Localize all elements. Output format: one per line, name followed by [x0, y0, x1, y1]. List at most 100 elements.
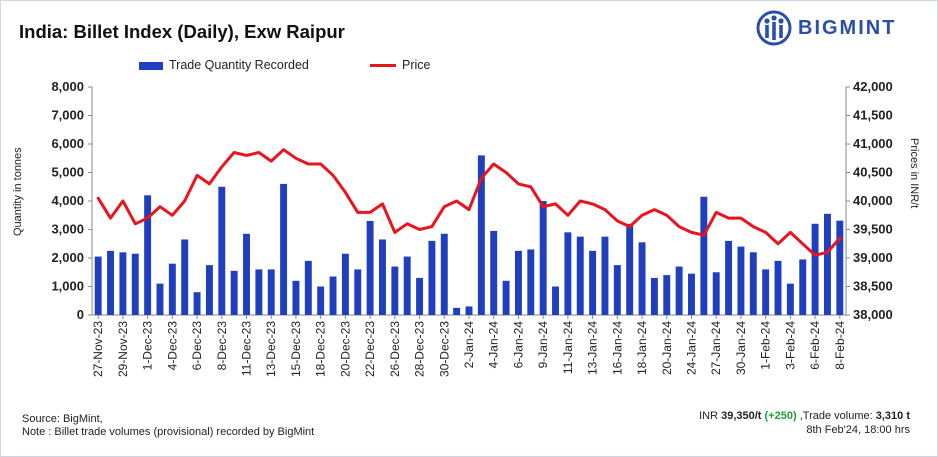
- bar: [774, 260, 782, 315]
- y-tick-label-right: 39,500: [853, 222, 893, 237]
- x-tick-label: 26-Dec-23: [388, 321, 402, 377]
- x-tick-label: 2-Jan-24: [462, 321, 476, 369]
- bar: [725, 240, 733, 315]
- bar: [379, 239, 386, 315]
- bar: [539, 201, 547, 315]
- x-tick-label: 20-Jan-24: [660, 321, 674, 375]
- x-tick-label: 30-Dec-23: [437, 321, 451, 377]
- bar: [144, 195, 152, 315]
- x-tick-label: 24-Jan-24: [684, 321, 698, 375]
- bar: [663, 275, 671, 315]
- legend-line-swatch: [370, 64, 396, 68]
- y-tick-label-left: 3,000: [51, 222, 84, 237]
- bar: [416, 277, 424, 315]
- bar: [749, 252, 757, 315]
- x-tick-label: 1-Feb-24: [759, 321, 773, 370]
- bar: [626, 223, 634, 315]
- x-tick-label: 1-Dec-23: [141, 321, 155, 371]
- legend-line: Price: [370, 58, 430, 72]
- bar: [341, 253, 349, 315]
- chart-title: India: Billet Index (Daily), Exw Raipur: [19, 21, 345, 42]
- legend-bars: Trade Quantity Recorded: [139, 58, 309, 72]
- y-tick-label-right: 38,500: [853, 279, 893, 294]
- price-prefix: INR: [699, 410, 719, 422]
- y-tick-label-left: 2,000: [51, 250, 84, 265]
- bar: [601, 236, 609, 315]
- bar: [737, 246, 745, 315]
- bar: [403, 256, 411, 315]
- bar: [131, 253, 139, 315]
- volume-value: 3,310 t: [875, 410, 910, 422]
- bar: [527, 249, 535, 315]
- y-tick-label-left: 8,000: [51, 79, 84, 94]
- bar: [329, 276, 337, 315]
- bar: [156, 283, 164, 315]
- x-tick-label: 6-Jan-24: [511, 321, 525, 369]
- bar: [477, 155, 485, 315]
- bar: [688, 273, 695, 315]
- legend-bar-label: Trade Quantity Recorded: [169, 58, 309, 72]
- legend-line-label: Price: [402, 58, 431, 72]
- bar: [181, 239, 189, 315]
- bar: [193, 292, 201, 315]
- bar: [94, 256, 102, 315]
- bar: [811, 223, 819, 315]
- bar: [107, 250, 115, 315]
- y-tick-label-left: 4,000: [51, 193, 84, 208]
- x-tick-label: 13-Jan-24: [586, 321, 600, 375]
- bar: [700, 196, 708, 315]
- x-tick-label: 6-Feb-24: [808, 321, 822, 370]
- price-value: 39,350/t: [721, 410, 762, 422]
- timestamp: 8th Feb'24, 18:00 hrs: [806, 424, 910, 436]
- bar: [304, 260, 312, 315]
- bar: [205, 265, 213, 315]
- bigmint-logo-icon: [756, 10, 792, 46]
- bar: [650, 277, 658, 315]
- bar: [576, 236, 584, 315]
- y-tick-label-right: 41,000: [853, 136, 893, 151]
- bar: [428, 240, 436, 315]
- y-tick-label-left: 7,000: [51, 108, 84, 123]
- note-text: Note : Billet trade volumes (provisional…: [22, 426, 315, 438]
- bar: [712, 272, 720, 315]
- bar: [823, 213, 831, 315]
- y-tick-label-right: 40,000: [853, 193, 893, 208]
- bar: [638, 242, 646, 315]
- y-tick-label-right: 38,000: [853, 307, 893, 322]
- bar: [168, 263, 176, 315]
- source-text: Source: BigMint,: [22, 413, 103, 425]
- bar: [292, 280, 300, 315]
- bar: [255, 269, 263, 315]
- brand-name: BIGMINT: [798, 17, 897, 39]
- x-tick-label: 13-Dec-23: [264, 321, 278, 377]
- bar: [613, 265, 621, 315]
- price-change: (+250): [764, 410, 797, 422]
- price-line: [96, 148, 842, 257]
- bar: [514, 250, 522, 315]
- bar: [267, 269, 275, 315]
- x-tick-label: 8-Dec-23: [215, 321, 229, 371]
- bar: [465, 306, 473, 315]
- x-tick-label: 18-Jan-24: [635, 321, 649, 375]
- x-tick-label: 6-Dec-23: [190, 321, 204, 371]
- x-tick-label: 16-Jan-24: [610, 321, 624, 375]
- y-tick-label-right: 39,000: [853, 250, 893, 265]
- y-tick-label-left: 5,000: [51, 165, 84, 180]
- bar: [317, 286, 325, 315]
- bar: [762, 269, 770, 315]
- bar: [589, 250, 597, 315]
- x-tick-label: 11-Jan-24: [561, 321, 575, 374]
- y-tick-label-left: 1,000: [51, 279, 84, 294]
- bar: [502, 280, 510, 315]
- x-tick-label: 15-Dec-23: [289, 321, 303, 377]
- y-tick-label-left: 0: [77, 307, 84, 322]
- y-tick-label-left: 6,000: [51, 136, 84, 151]
- bar: [786, 283, 794, 315]
- bar: [440, 233, 448, 315]
- x-tick-label: 27-Nov-23: [91, 321, 105, 377]
- bar: [218, 186, 226, 315]
- x-tick-label: 18-Dec-23: [314, 321, 328, 377]
- bigmint-logo: BIGMINT: [756, 10, 926, 46]
- x-tick-label: 8-Feb-24: [833, 321, 847, 370]
- bar: [391, 266, 399, 315]
